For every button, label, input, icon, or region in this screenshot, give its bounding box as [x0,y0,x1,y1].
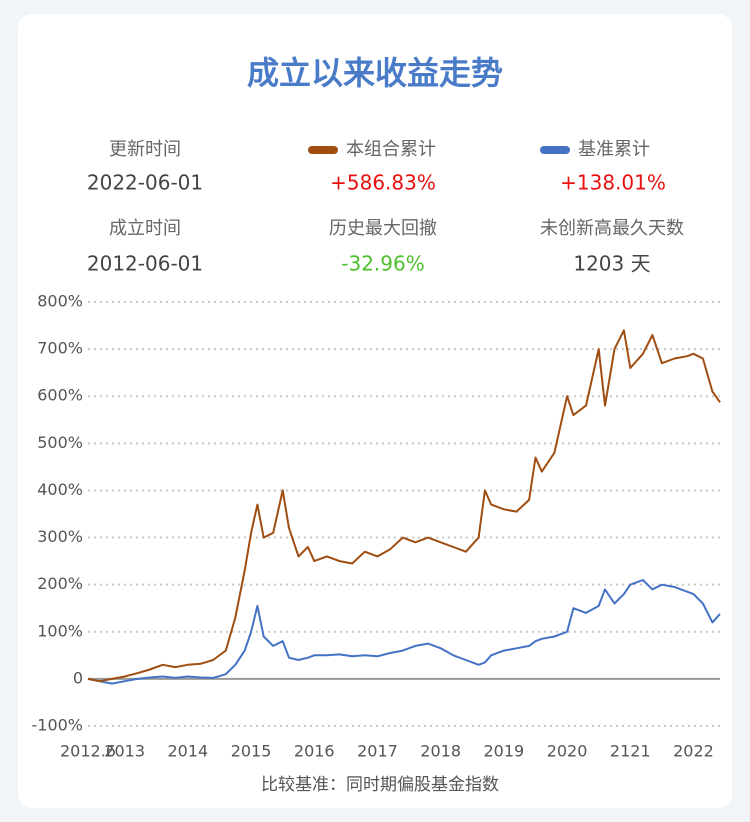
legend-marker [540,146,570,154]
x-tick-label: 2016 [294,742,335,761]
y-tick-label: 200% [37,574,83,593]
x-tick-label: 2020 [547,742,588,761]
x-tick-label: 2013 [104,742,145,761]
y-tick-label: 500% [37,433,83,452]
y-tick-label: 400% [37,480,83,499]
chart-title: 成立以来收益走势 [247,54,503,92]
x-tick-label: 2019 [483,742,524,761]
y-tick-label: 800% [37,292,83,311]
y-tick-label: 300% [37,527,83,546]
stat-value: 2012-06-01 [87,252,203,276]
x-tick-label: 2015 [231,742,272,761]
stat-value: +586.83% [330,171,436,195]
y-tick-label: 700% [37,339,83,358]
footnote: 比较基准：同时期偏股基金指数 [261,775,499,795]
x-tick-label: 2022 [673,742,714,761]
y-tick-label: 100% [37,621,83,640]
x-tick-label: 2017 [357,742,398,761]
stat-label: 更新时间 [109,139,181,160]
y-tick-label: 0 [73,668,83,687]
y-tick-label: -100% [31,716,83,735]
series-line [87,579,721,685]
stat-value: 1203 天 [573,252,650,276]
stat-label: 未创新高最久天数 [540,218,684,239]
stat-label: 历史最大回撤 [329,218,437,239]
x-tick-label: 2014 [167,742,208,761]
x-tick-label: 2018 [420,742,461,761]
stat-value: 2022-06-01 [87,171,203,195]
legend-label: 基准累计 [578,139,650,160]
stat-value: +138.01% [560,171,666,195]
stat-value: -32.96% [341,252,424,276]
legend-marker [308,146,338,154]
legend-label: 本组合累计 [346,139,436,160]
card [18,14,732,808]
stat-label: 成立时间 [109,218,181,239]
x-tick-label: 2121 [610,742,651,761]
x-tick-label: 2012.6 [60,742,116,761]
y-tick-label: 600% [37,386,83,405]
series-line [87,329,721,683]
